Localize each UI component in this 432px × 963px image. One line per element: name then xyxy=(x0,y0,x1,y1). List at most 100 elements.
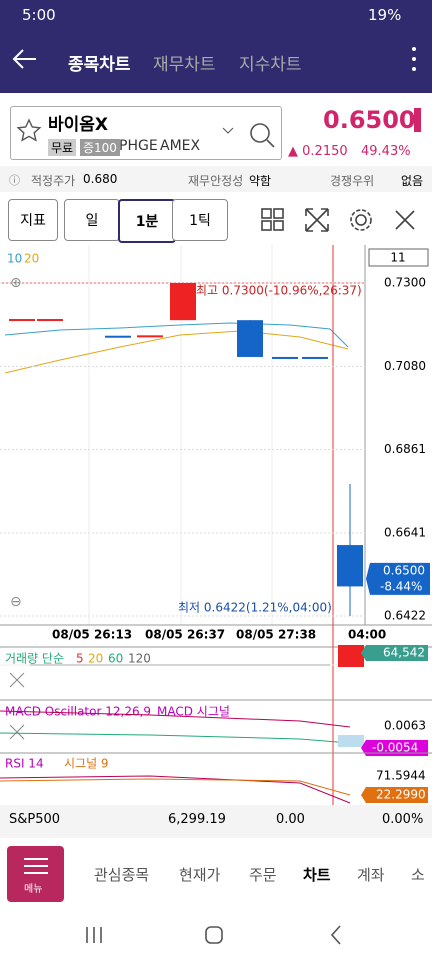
badge: 무료 xyxy=(48,139,77,156)
current-change: -8.44% xyxy=(380,579,422,593)
period-button[interactable]: 1분 xyxy=(118,199,176,243)
tab[interactable]: 종목차트 xyxy=(68,55,131,75)
candle-body xyxy=(337,545,363,587)
zoom-in[interactable]: ⊕ xyxy=(10,275,22,291)
ma-line xyxy=(4,330,349,374)
candle-body xyxy=(137,335,163,338)
period: 60 xyxy=(108,652,123,666)
period-button[interactable]: 1틱 xyxy=(172,199,228,241)
change-pct: 49.43% xyxy=(361,144,411,159)
more-button[interactable] xyxy=(406,44,422,74)
candle-body xyxy=(302,356,328,359)
volume-bar xyxy=(338,645,364,667)
rsi-signal xyxy=(0,778,351,796)
ma-line xyxy=(4,322,349,348)
candle-body xyxy=(170,283,196,321)
info-value: 없음 xyxy=(401,174,424,188)
info-value: 0.680 xyxy=(83,172,118,186)
x-label: 08/05 26:13 xyxy=(52,628,132,642)
nav-item[interactable]: 관심종목 xyxy=(94,866,150,884)
ma-legend: 10 xyxy=(7,252,22,266)
y-tick-label: 0.6641 xyxy=(384,525,426,539)
ma-legend: 20 xyxy=(24,252,39,266)
info-label: 경쟁우위 xyxy=(330,174,375,188)
panel-title: 거래량 단순 xyxy=(5,652,64,666)
help-icon[interactable]: ⓘ xyxy=(9,174,20,187)
panel-title: MACD 시그널 xyxy=(157,705,230,719)
change: ▲ 0.2150 xyxy=(288,144,348,159)
panel-title: RSI 14 xyxy=(5,757,44,771)
volume-value: 64,542 xyxy=(383,646,425,660)
rsi-badge xyxy=(361,787,428,803)
time: 5:00 xyxy=(22,6,56,24)
period: 120 xyxy=(128,652,151,666)
info-row xyxy=(0,166,432,192)
change-value: 0.2150 xyxy=(302,144,348,159)
tool-icons[interactable] xyxy=(258,205,424,235)
candle-body xyxy=(9,319,35,322)
tab[interactable]: 재무차트 xyxy=(153,55,216,75)
index-change: 0.00 xyxy=(276,812,305,827)
nav-item[interactable]: 현재가 xyxy=(179,866,221,884)
macd-line xyxy=(0,710,351,728)
x-label: 08/05 27:38 xyxy=(236,628,316,642)
y-tick-label: 0.6422 xyxy=(384,609,426,623)
badge: 증100 xyxy=(80,139,120,156)
candle-body xyxy=(105,335,131,338)
zoom-out[interactable]: ⊖ xyxy=(10,594,22,610)
count-box[interactable] xyxy=(368,248,429,267)
index-name: S&P500 xyxy=(9,812,61,827)
price-bar xyxy=(414,108,421,132)
grid xyxy=(88,245,366,625)
candle-body xyxy=(37,319,63,322)
close-icon[interactable] xyxy=(9,672,25,688)
system-nav[interactable] xyxy=(0,910,432,960)
nav-item[interactable]: 주문 xyxy=(249,866,277,884)
current-price: 0.6500 xyxy=(383,563,425,577)
stock-search-box[interactable] xyxy=(10,106,282,160)
rsi-value: 71.5944 xyxy=(376,769,426,783)
macd-value: -0.0054 xyxy=(372,741,418,755)
current-price-badge xyxy=(366,562,430,595)
indicator-button[interactable]: 지표 xyxy=(8,199,58,241)
macd-badge xyxy=(361,740,428,756)
candle-body xyxy=(272,356,298,359)
x-label: 08/05 26:37 xyxy=(145,628,225,642)
menu-label: 메뉴 xyxy=(24,884,43,895)
volume-badge xyxy=(361,645,428,661)
chart-area: 10 20 11 ⊕ ⊖ 최고 0.7300(-10.96%,26:37) 최저… xyxy=(0,245,432,805)
rsi-value: 22.2990 xyxy=(376,788,426,802)
nav-item[interactable]: 계좌 xyxy=(357,866,385,884)
search-icons[interactable] xyxy=(220,122,280,152)
period: 5 xyxy=(76,652,84,666)
index-bar xyxy=(0,805,432,838)
nav-item[interactable]: 차트 xyxy=(303,866,331,884)
header xyxy=(0,0,432,93)
y-tick-label: 0.6861 xyxy=(384,442,426,456)
period-button[interactable]: 일 xyxy=(64,199,120,241)
index-change-pct: 0.00% xyxy=(382,812,424,827)
stock-name: 바이옴X xyxy=(48,115,109,135)
low-label: 최저 0.6422(1.21%,04:00) xyxy=(178,601,332,615)
nav-item[interactable]: 소 xyxy=(411,866,425,884)
x-label: 04:00 xyxy=(348,628,386,642)
macd-bar xyxy=(338,735,364,747)
signal-line xyxy=(0,732,351,744)
close-icon[interactable] xyxy=(9,724,25,740)
period: 20 xyxy=(88,652,103,666)
candle-body xyxy=(237,320,263,357)
back-button[interactable] xyxy=(10,45,38,73)
battery: 19% xyxy=(368,6,402,24)
favorite-star[interactable] xyxy=(16,118,42,144)
panel-title: 시그널 9 xyxy=(64,757,109,771)
menu-icon xyxy=(24,858,48,874)
y-tick-label: 0.7300 xyxy=(384,276,426,290)
count: 11 xyxy=(390,251,405,265)
exchange: AMEX xyxy=(160,138,201,154)
y-tick-label: 0.7080 xyxy=(384,359,426,373)
info-value: 약함 xyxy=(249,174,272,188)
panel-title: MACD Oscillator 12,26,9 xyxy=(5,705,151,719)
high-label: 최고 0.7300(-10.96%,26:37) xyxy=(196,284,362,298)
tab[interactable]: 지수차트 xyxy=(239,55,302,75)
